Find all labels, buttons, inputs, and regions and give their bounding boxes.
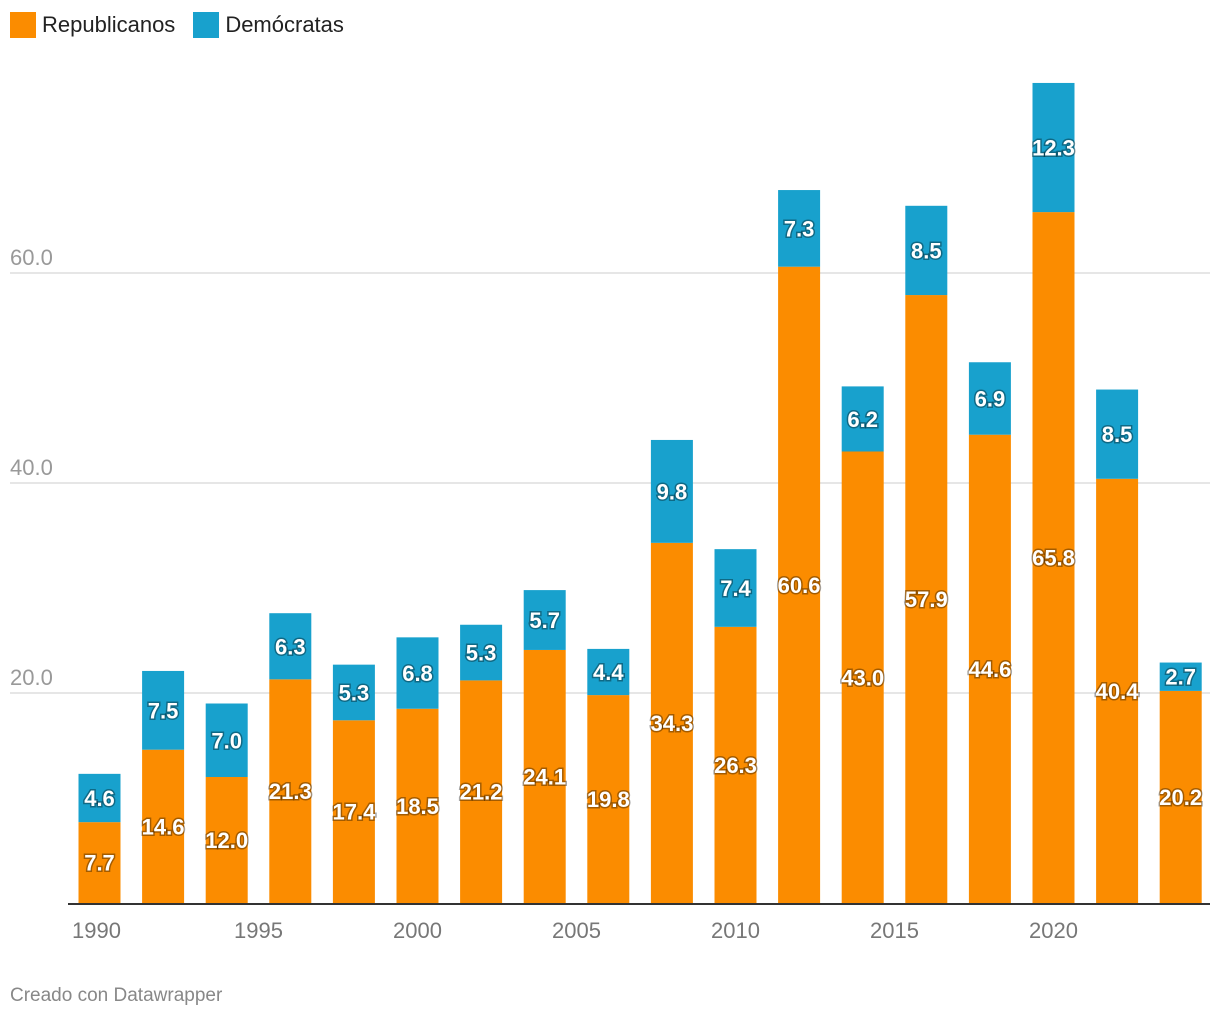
bar-democratas xyxy=(968,362,1011,435)
x-tick-label: 2010 xyxy=(711,918,760,943)
bar-democratas xyxy=(841,386,884,452)
bar-republicanos xyxy=(587,695,630,903)
bar-democratas xyxy=(460,624,503,681)
data-label-republicanos: 57.9 xyxy=(905,587,948,612)
data-label-republicanos: 14.6 xyxy=(142,814,185,839)
data-label-republicanos: 24.1 xyxy=(523,764,566,789)
legend: Republicanos Demócratas xyxy=(10,12,344,38)
bar-republicanos xyxy=(1096,478,1139,903)
bar-democratas xyxy=(396,637,439,709)
data-label-republicanos: 7.7 xyxy=(84,851,115,876)
bar-republicanos xyxy=(269,679,312,903)
data-label-republicanos: 65.8 xyxy=(1032,546,1075,571)
x-tick-label: 2020 xyxy=(1029,918,1078,943)
x-tick-label: 2015 xyxy=(870,918,919,943)
data-label-republicanos: 44.6 xyxy=(968,657,1011,682)
bar-republicanos xyxy=(523,649,566,903)
y-tick-label: 20.0 xyxy=(10,665,53,690)
footer-credit: Creado con Datawrapper xyxy=(10,985,223,1006)
data-label-democratas: 4.4 xyxy=(593,660,624,685)
legend-swatch-democratas xyxy=(193,12,220,38)
bar-democratas xyxy=(714,549,757,627)
data-label-democratas: 5.3 xyxy=(466,641,497,666)
data-label-democratas: 5.3 xyxy=(339,680,370,705)
bar-democratas xyxy=(587,648,630,696)
bar-democratas xyxy=(1096,389,1139,479)
bar-republicanos xyxy=(332,720,375,903)
y-tick-label: 40.0 xyxy=(10,455,53,480)
data-label-democratas: 4.6 xyxy=(84,786,115,811)
data-label-republicanos: 20.2 xyxy=(1159,785,1202,810)
bar-republicanos xyxy=(714,626,757,903)
bar-democratas xyxy=(1032,82,1075,213)
data-label-republicanos: 40.4 xyxy=(1096,679,1140,704)
x-tick-label: 2005 xyxy=(552,918,601,943)
data-label-republicanos: 17.4 xyxy=(332,800,376,825)
bar-republicanos xyxy=(396,708,439,903)
bar-republicanos xyxy=(1032,212,1075,904)
data-label-democratas: 7.0 xyxy=(211,728,242,753)
bar-democratas xyxy=(523,590,566,650)
bar-democratas xyxy=(205,703,248,777)
data-label-democratas: 9.8 xyxy=(657,479,688,504)
legend-item-republicanos: Republicanos xyxy=(10,12,175,38)
bar-democratas xyxy=(269,613,312,680)
bar-republicanos xyxy=(905,295,948,903)
data-label-democratas: 7.3 xyxy=(784,216,815,241)
data-label-republicanos: 19.8 xyxy=(587,787,630,812)
bar-republicanos xyxy=(968,434,1011,903)
bar-republicanos xyxy=(142,749,185,903)
data-label-democratas: 12.3 xyxy=(1032,136,1075,161)
bar-republicanos xyxy=(778,266,821,903)
data-label-democratas: 2.7 xyxy=(1165,665,1196,690)
legend-item-democratas: Demócratas xyxy=(193,12,344,38)
x-tick-label: 1995 xyxy=(234,918,283,943)
data-label-democratas: 6.9 xyxy=(975,386,1006,411)
data-label-democratas: 6.3 xyxy=(275,634,306,659)
data-label-republicanos: 18.5 xyxy=(396,794,439,819)
bar-democratas xyxy=(778,190,821,267)
bar-republicanos xyxy=(205,777,248,903)
y-tick-label: 60.0 xyxy=(10,245,53,270)
bar-republicanos xyxy=(841,451,884,903)
legend-label-democratas: Demócratas xyxy=(225,12,344,37)
x-tick-label: 2000 xyxy=(393,918,442,943)
data-label-republicanos: 21.2 xyxy=(460,780,503,805)
data-label-democratas: 7.5 xyxy=(148,698,179,723)
data-label-republicanos: 34.3 xyxy=(650,711,693,736)
bar-republicanos xyxy=(1159,690,1202,903)
bar-democratas xyxy=(332,664,375,721)
bar-democratas xyxy=(78,773,121,823)
data-label-republicanos: 43.0 xyxy=(841,665,884,690)
data-label-democratas: 8.5 xyxy=(1102,422,1133,447)
data-label-republicanos: 26.3 xyxy=(714,753,757,778)
data-label-republicanos: 12.0 xyxy=(205,828,248,853)
bar-republicanos xyxy=(650,542,693,903)
data-label-democratas: 8.5 xyxy=(911,238,942,263)
bar-democratas xyxy=(650,439,693,543)
data-label-democratas: 5.7 xyxy=(529,608,560,633)
bar-republicanos xyxy=(78,822,121,903)
bar-democratas xyxy=(1159,662,1202,691)
data-label-democratas: 6.2 xyxy=(847,407,878,432)
bar-democratas xyxy=(905,205,948,296)
bar-republicanos xyxy=(460,680,503,903)
data-label-republicanos: 21.3 xyxy=(269,779,312,804)
legend-label-republicanos: Republicanos xyxy=(42,12,176,37)
data-label-republicanos: 60.6 xyxy=(778,573,821,598)
bar-democratas xyxy=(142,670,185,750)
x-tick-label: 1990 xyxy=(72,918,121,943)
data-label-democratas: 6.8 xyxy=(402,661,433,686)
legend-swatch-republicanos xyxy=(10,12,36,38)
data-label-democratas: 7.4 xyxy=(720,576,751,601)
